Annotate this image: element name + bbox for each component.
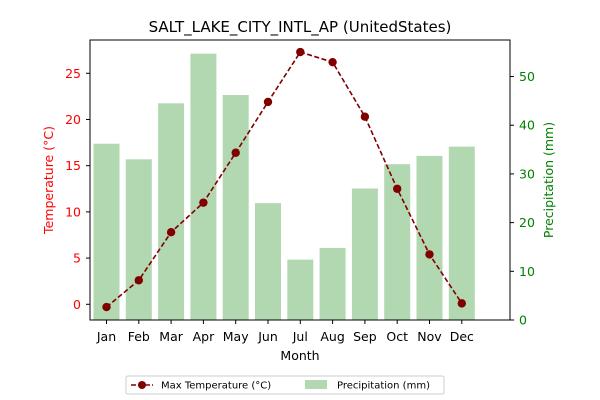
right-y-tick-label: 30 xyxy=(519,166,535,181)
precipitation-bars xyxy=(93,53,475,321)
left-y-tick-label: 20 xyxy=(65,112,81,127)
legend-bar-swatch xyxy=(305,380,327,389)
left-y-tick-label: 15 xyxy=(65,158,81,173)
left-y-axis-ticks: 0 5 10 15 20 25 xyxy=(65,66,90,312)
precip-bar-feb xyxy=(125,159,152,320)
legend: Max Temperature (°C) Precipitation (mm) xyxy=(125,375,445,395)
left-y-axis-label: Temperature (°C) xyxy=(41,126,56,235)
x-tick-label-apr: Apr xyxy=(193,329,215,344)
precip-bar-aug xyxy=(319,247,346,320)
temperature-point-may xyxy=(231,148,240,157)
temperature-point-aug xyxy=(328,57,337,67)
precip-bar-nov xyxy=(416,155,443,320)
right-y-tick-label: 20 xyxy=(519,215,535,230)
x-axis-label: Month xyxy=(280,348,319,363)
right-y-tick-label: 0 xyxy=(519,313,527,328)
temperature-point-oct xyxy=(393,184,402,193)
precip-bar-sep xyxy=(351,188,378,320)
temperature-point-jun xyxy=(263,97,273,107)
temperature-point-sep xyxy=(360,112,370,121)
temperature-point-jan xyxy=(102,302,111,312)
left-y-tick-label: 10 xyxy=(65,204,81,219)
left-y-tick-label: 0 xyxy=(73,297,81,312)
x-tick-label-may: May xyxy=(223,329,249,344)
temperature-line xyxy=(102,47,466,312)
temperature-point-nov xyxy=(425,250,434,259)
precip-bar-mar xyxy=(158,103,185,320)
temperature-point-dec xyxy=(457,299,466,308)
legend-marker-swatch xyxy=(138,381,146,389)
right-y-tick-label: 40 xyxy=(519,118,535,133)
left-y-tick-label: 25 xyxy=(65,66,81,81)
temperature-point-mar xyxy=(166,228,176,237)
precip-bar-may xyxy=(222,95,249,320)
legend-temperature-label: Max Temperature (°C) xyxy=(161,381,271,392)
x-tick-label-oct: Oct xyxy=(386,329,408,344)
x-tick-label-dec: Dec xyxy=(450,329,474,344)
x-tick-label-mar: Mar xyxy=(159,329,183,344)
precip-bar-jan xyxy=(93,143,120,320)
temperature-series-line xyxy=(105,51,463,308)
x-tick-label-nov: Nov xyxy=(417,329,442,344)
x-tick-label-jan: Jan xyxy=(96,329,116,344)
x-axis-ticks: Jan Feb Mar Apr May Jun Jul Aug Sep Oct Nov Dec xyxy=(96,320,474,344)
temperature-point-feb xyxy=(134,276,143,285)
precip-bar-apr xyxy=(190,53,217,321)
chart-title: SALT_LAKE_CITY_INTL_AP (UnitedStates) xyxy=(149,18,452,37)
x-tick-label-sep: Sep xyxy=(353,329,377,344)
temperature-point-jul xyxy=(296,47,305,57)
legend-precipitation-label: Precipitation (mm) xyxy=(337,381,430,392)
right-y-tick-label: 50 xyxy=(519,69,535,84)
precip-bar-jun xyxy=(255,203,281,320)
x-tick-label-feb: Feb xyxy=(128,329,150,344)
right-y-axis-label: Precipitation (mm) xyxy=(541,122,556,238)
right-y-axis-ticks: 0 10 20 30 40 50 xyxy=(510,69,535,328)
right-y-tick-label: 10 xyxy=(519,264,535,279)
legend-box xyxy=(125,375,445,395)
temperature-point-apr xyxy=(199,198,208,207)
precip-bar-dec xyxy=(448,146,475,320)
x-tick-label-jul: Jul xyxy=(292,329,308,344)
precip-bar-jul xyxy=(287,259,314,320)
left-y-tick-label: 5 xyxy=(73,251,81,266)
x-tick-label-aug: Aug xyxy=(320,329,344,344)
x-tick-label-jun: Jun xyxy=(257,329,278,344)
